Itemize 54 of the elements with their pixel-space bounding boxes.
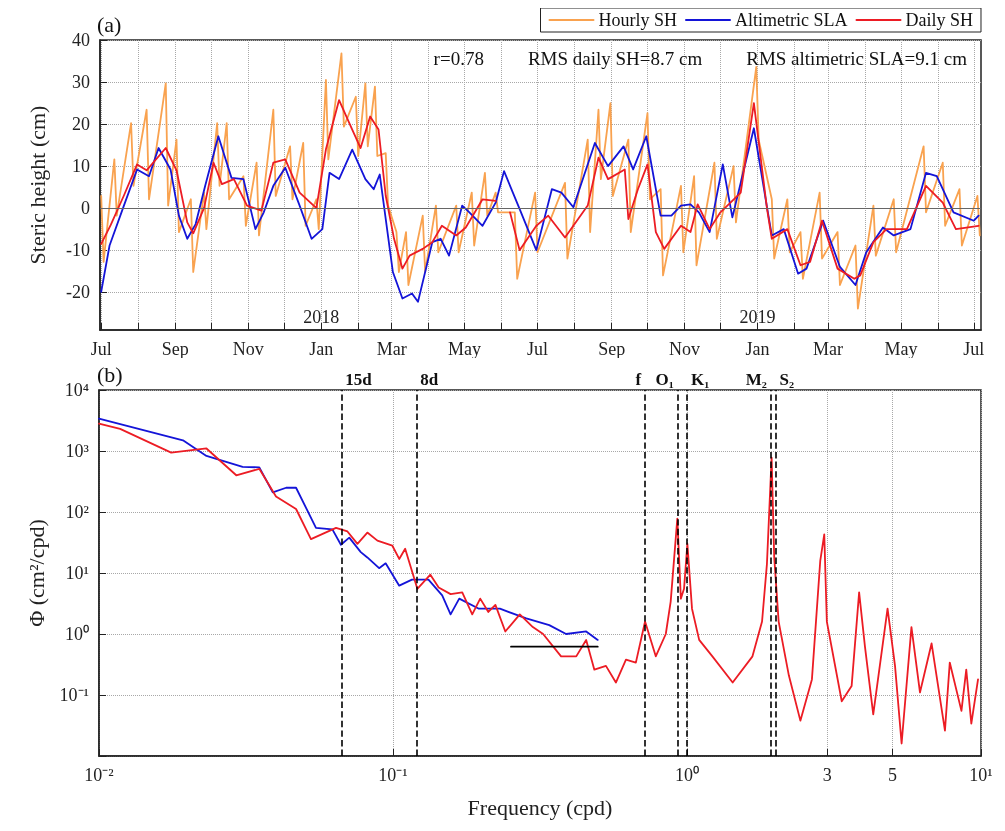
ref-line-label: 15d xyxy=(345,370,373,389)
annotation: RMS daily SH=8.7 cm xyxy=(527,48,703,70)
ref-line-label: S₂ xyxy=(779,370,795,389)
chart-title: (a) xyxy=(97,11,122,37)
ref-line-label: M₂ xyxy=(745,370,767,389)
y-tick-label: 10¹ xyxy=(65,563,89,583)
x-tick-label: May xyxy=(884,339,918,359)
x-tick-label: Jul xyxy=(963,339,985,359)
x-tick-label: 10⁻² xyxy=(84,765,114,785)
x-tick-label: 3 xyxy=(822,765,832,785)
legend-label: Hourly SH xyxy=(598,10,678,30)
y-axis-title: Steric height (cm) xyxy=(24,105,50,265)
y-tick-label: 10² xyxy=(65,502,89,522)
legend-label: Daily SH xyxy=(905,10,973,30)
y-tick-label: 10⁻¹ xyxy=(59,685,89,705)
y-tick-label: 40 xyxy=(72,30,90,50)
x-tick-label: Jul xyxy=(527,339,549,359)
y-tick-label: -10 xyxy=(66,240,90,261)
y-tick-label: 10 xyxy=(72,156,90,177)
chart-title: (b) xyxy=(97,361,123,387)
x2-tick-label: 2019 xyxy=(739,307,776,327)
y-tick-label: 20 xyxy=(72,114,90,135)
ref-line-label: K₁ xyxy=(691,370,710,389)
legend-label: Altimetric SLA xyxy=(735,10,848,30)
x-tick-label: 10⁰ xyxy=(675,765,699,785)
y-tick-label: 10³ xyxy=(65,441,90,461)
x-tick-label: Nov xyxy=(232,339,264,359)
ref-line-label: 8d xyxy=(420,370,439,389)
x-tick-label: Nov xyxy=(669,339,701,359)
x-tick-label: Mar xyxy=(376,339,407,359)
x-tick-label: May xyxy=(448,339,482,359)
y-axis-title: Φ (cm²/cpd) xyxy=(23,519,49,627)
line-series xyxy=(100,52,981,310)
x-tick-label: Jan xyxy=(309,339,334,359)
ref-line-label: f xyxy=(635,370,642,389)
x-tick-label: 10¹ xyxy=(969,765,993,785)
y-tick-label: 30 xyxy=(72,72,90,93)
x2-tick-label: 2018 xyxy=(303,307,340,327)
x-tick-label: 10⁻¹ xyxy=(378,765,408,785)
x-tick-label: 5 xyxy=(888,765,897,785)
x-tick-label: Mar xyxy=(812,339,843,359)
x-axis-title: Frequency (cpd) xyxy=(467,794,613,820)
y-tick-label: 10⁰ xyxy=(65,624,89,644)
x-tick-label: Sep xyxy=(161,339,189,359)
x-tick-label: Sep xyxy=(598,339,626,359)
x-tick-label: Jan xyxy=(745,339,770,359)
annotation: r=0.78 xyxy=(433,48,484,70)
y-tick-label: -20 xyxy=(66,282,90,303)
x-tick-label: Jul xyxy=(90,339,112,359)
ref-line-label: O₁ xyxy=(655,370,674,389)
line-series xyxy=(100,127,980,303)
y-tick-label: 0 xyxy=(81,198,90,219)
y-tick-label: 10⁴ xyxy=(64,380,89,400)
annotation: RMS altimetric SLA=9.1 cm xyxy=(746,48,967,70)
